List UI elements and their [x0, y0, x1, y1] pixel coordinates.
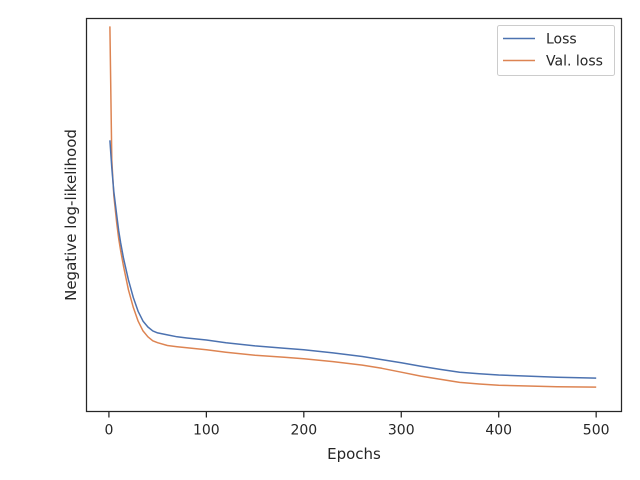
- x-tick-label: 500: [583, 423, 610, 439]
- plot-frame: [85, 17, 623, 413]
- legend: Loss Val. loss: [497, 25, 615, 76]
- x-axis-ticks: 0 100 200 300 400 500: [104, 411, 610, 439]
- x-tick-label: 200: [290, 423, 317, 439]
- x-tick-label: 400: [485, 423, 512, 439]
- legend-label-val-loss: Val. loss: [546, 54, 603, 70]
- series-layer: [109, 26, 597, 388]
- x-tick-label: 100: [193, 423, 220, 439]
- legend-label-loss: Loss: [546, 32, 577, 48]
- x-tick-label: 0: [104, 423, 113, 439]
- y-axis-label: Negative log-likelihood: [62, 129, 80, 301]
- val-loss-line: [109, 26, 597, 388]
- x-axis-label: Epochs: [327, 445, 381, 463]
- x-tick-label: 300: [388, 423, 415, 439]
- loss-line: [109, 140, 597, 379]
